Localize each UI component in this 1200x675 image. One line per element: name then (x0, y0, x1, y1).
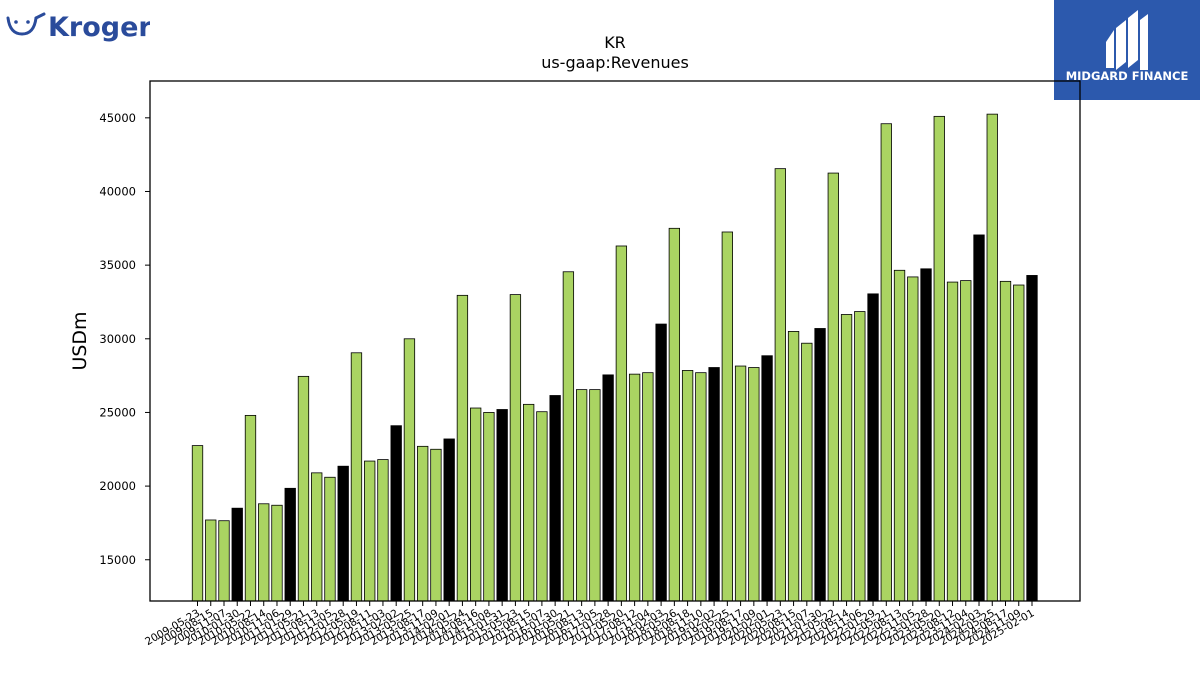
bar-2019-08-17 (734, 365, 747, 602)
y-ticks-group: 15000 20000 25000 30000 35000 40000 45000 (99, 111, 150, 567)
bar-2010-11-06 (271, 504, 283, 602)
bar-2014-02-01 (443, 438, 455, 602)
bar-2020-08-15 (787, 331, 800, 602)
bar-2022-01-29 (867, 293, 879, 602)
chart-subtitle: us-gaap:Revenues (541, 53, 689, 72)
bar-2011-08-13 (311, 472, 323, 602)
bar-2021-01-30 (814, 328, 826, 602)
bar-2023-08-12 (946, 281, 959, 602)
bar-2021-08-14 (840, 314, 853, 602)
bar-2021-11-06 (854, 311, 866, 602)
bar-2012-08-11 (364, 460, 376, 602)
bar-2023-11-04 (960, 280, 972, 602)
chart-title: KR (604, 33, 626, 52)
y-tick-label: 25000 (99, 405, 136, 419)
bar-2019-11-09 (748, 367, 760, 602)
midgard-logo-mark (1106, 10, 1148, 70)
bar-2016-11-05 (589, 389, 601, 602)
bar-2010-05-22 (244, 414, 257, 602)
bar-2015-08-15 (523, 403, 535, 602)
bar-2022-08-13 (893, 269, 906, 602)
bar-2016-08-13 (575, 389, 588, 602)
bar-2013-05-25 (403, 338, 416, 602)
bar-2012-05-19 (350, 352, 363, 602)
bar-2013-11-09 (430, 448, 442, 602)
bar-2014-08-16 (470, 407, 482, 602)
bar-2024-11-09 (1013, 284, 1025, 602)
midgard-finance-logo-graphic: MIDGARD FINANCE (1066, 10, 1189, 83)
bar-2020-05-23 (774, 168, 786, 602)
bar-2018-08-18 (681, 370, 694, 602)
y-tick-label: 40000 (99, 184, 136, 198)
bar-2010-01-30 (231, 507, 243, 602)
bar-2024-05-25 (986, 113, 998, 602)
bar-2013-02-02 (390, 425, 402, 602)
bar-2023-01-28 (920, 268, 932, 602)
bar-2017-08-12 (628, 373, 641, 602)
bar-2015-05-23 (509, 294, 522, 602)
bars-group (191, 113, 1038, 602)
y-tick-label: 15000 (99, 553, 136, 567)
bar-2022-05-21 (880, 123, 892, 602)
bar-2017-01-28 (602, 374, 614, 602)
bar-2015-11-07 (536, 411, 548, 602)
bar-2011-01-29 (284, 487, 296, 602)
bar-2011-11-05 (324, 476, 336, 602)
y-tick-label: 20000 (99, 479, 136, 493)
bar-2024-02-03 (973, 234, 985, 602)
bar-2024-08-17 (999, 280, 1012, 602)
bar-2018-02-03 (655, 323, 667, 602)
bar-2010-08-14 (258, 503, 270, 602)
bar-2012-01-28 (337, 465, 349, 602)
bar-2012-11-03 (377, 459, 389, 602)
bar-2019-02-02 (708, 367, 720, 602)
bar-2011-05-21 (297, 375, 310, 602)
midgard-finance-logo: MIDGARD FINANCE (1054, 0, 1200, 100)
y-tick-label: 30000 (99, 332, 136, 346)
y-tick-label: 45000 (99, 111, 136, 125)
bar-2018-05-26 (668, 227, 681, 602)
y-tick-label: 35000 (99, 258, 136, 272)
bar-2019-05-25 (721, 231, 733, 602)
y-axis-label: USDm (69, 311, 91, 370)
bar-2017-11-04 (642, 372, 654, 602)
bar-2009-05-23 (191, 445, 204, 602)
bar-2017-05-20 (615, 245, 628, 602)
bar-2015-01-31 (496, 409, 508, 602)
bar-2025-02-01 (1026, 275, 1038, 602)
bar-2013-08-17 (417, 445, 429, 602)
bar-2022-11-05 (907, 276, 919, 602)
kroger-logo: Kroger (6, 12, 150, 43)
x-ticks-group: 2009-05-232009-08-152009-11-072010-01-30… (143, 601, 1037, 648)
kroger-logo-wordmark: Kroger (48, 12, 150, 43)
bar-2009-08-15 (205, 519, 217, 602)
plot-frame (149, 80, 1081, 602)
bar-2016-01-30 (549, 395, 561, 602)
bar-2016-05-21 (562, 271, 575, 602)
bar-2020-11-07 (801, 342, 813, 602)
bar-2018-11-10 (695, 372, 707, 602)
bar-2021-05-22 (827, 172, 839, 602)
kroger-logo-mark (6, 12, 46, 36)
bar-2014-05-24 (456, 294, 469, 602)
bar-2020-02-01 (761, 355, 773, 602)
bar-2023-05-20 (933, 115, 945, 602)
midgard-logo-wordmark: MIDGARD FINANCE (1066, 69, 1189, 83)
bar-2014-11-08 (483, 412, 495, 602)
bar-2009-11-07 (218, 520, 230, 602)
